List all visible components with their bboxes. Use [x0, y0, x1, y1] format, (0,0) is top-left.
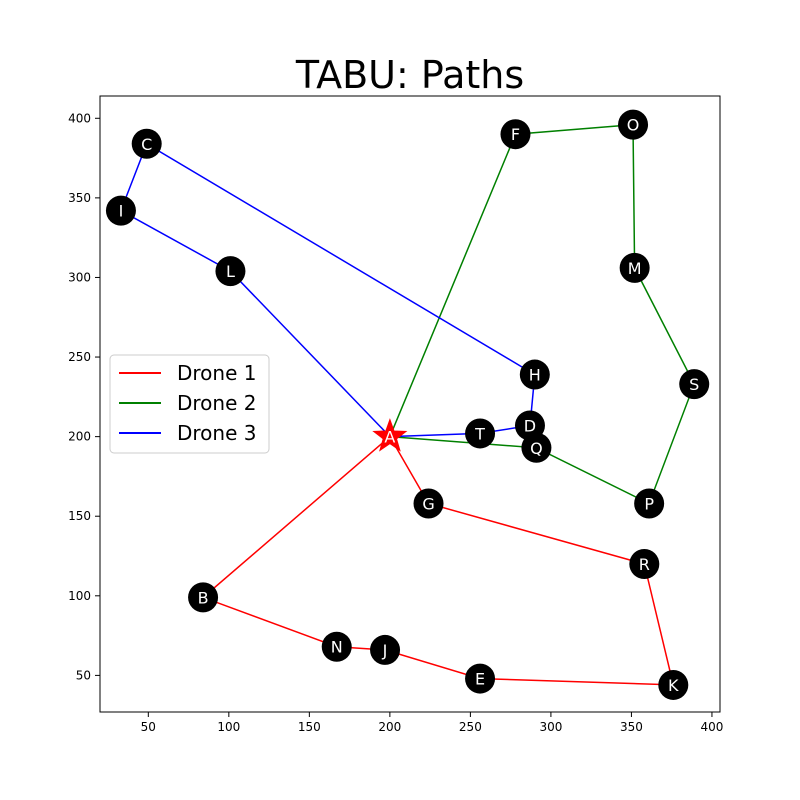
- node-label-d: D: [524, 416, 536, 435]
- y-tick-label: 250: [68, 350, 91, 364]
- node-marker-t: [465, 418, 496, 449]
- x-tick-label: 100: [217, 720, 240, 734]
- y-tick-label: 300: [68, 270, 91, 284]
- legend-label-drone-2: Drone 2: [177, 391, 256, 415]
- node-marker-s: [679, 369, 710, 400]
- y-tick-label: 50: [76, 668, 91, 682]
- node-marker-p: [634, 488, 665, 519]
- node-marker-b: [188, 582, 219, 613]
- node-marker-f: [500, 119, 531, 150]
- node-label-h: H: [529, 366, 541, 385]
- node-marker-c: [131, 128, 162, 159]
- legend-box: [109, 354, 270, 454]
- node-marker-n: [321, 631, 352, 662]
- node-marker-e: [465, 663, 496, 694]
- node-label-c: C: [141, 135, 152, 154]
- node-label-g: G: [422, 494, 434, 513]
- node-label-j: J: [382, 641, 388, 660]
- node-marker-g: [413, 488, 444, 519]
- node-label-b: B: [198, 588, 209, 607]
- depot-star-marker: [372, 418, 408, 452]
- route-line-drone-2: [389, 123, 696, 505]
- y-tick-label: 350: [68, 191, 91, 205]
- node-marker-q: [521, 432, 552, 463]
- x-tick-label: 50: [141, 720, 156, 734]
- y-tick-label: 150: [68, 509, 91, 523]
- node-label-r: R: [639, 555, 650, 574]
- node-marker-h: [519, 359, 550, 390]
- node-marker-j: [370, 634, 401, 665]
- node-label-k: K: [668, 676, 679, 695]
- route-nodes: B C D E F G H I J K L M N O P Q R S T A: [105, 109, 710, 700]
- chart-title: TABU: Paths: [295, 53, 524, 97]
- x-tick-label: 300: [539, 720, 562, 734]
- node-label-m: M: [628, 259, 642, 278]
- y-tick-label: 400: [68, 111, 91, 125]
- node-label-q: Q: [530, 439, 543, 458]
- node-label-a: A: [384, 428, 395, 447]
- node-marker-m: [619, 252, 650, 283]
- x-tick-label: 200: [378, 720, 401, 734]
- node-label-n: N: [331, 638, 343, 657]
- node-marker-r: [629, 548, 660, 579]
- node-label-t: T: [474, 424, 485, 443]
- node-label-o: O: [627, 116, 640, 135]
- legend-label-drone-3: Drone 3: [177, 421, 256, 445]
- node-marker-i: [105, 195, 136, 226]
- node-label-s: S: [689, 375, 699, 394]
- node-label-p: P: [644, 494, 654, 513]
- node-label-l: L: [226, 262, 235, 281]
- legend: Drone 1 Drone 2 Drone 3: [109, 354, 270, 454]
- x-tick-label: 400: [700, 720, 723, 734]
- x-tick-label: 250: [459, 720, 482, 734]
- node-label-f: F: [511, 125, 520, 144]
- y-tick-label: 100: [68, 589, 91, 603]
- legend-label-drone-1: Drone 1: [177, 361, 256, 385]
- axes: 50 100 150 200 250 300 350 400 50 100 150 200 250 300…: [68, 111, 723, 734]
- node-label-e: E: [475, 670, 485, 689]
- node-marker-o: [618, 109, 649, 140]
- node-label-i: I: [119, 202, 124, 221]
- x-tick-label: 350: [620, 720, 643, 734]
- y-tick-label: 200: [68, 430, 91, 444]
- node-marker-l: [215, 256, 246, 287]
- plot-frame: [99, 95, 721, 713]
- x-tick-label: 150: [298, 720, 321, 734]
- node-marker-k: [658, 669, 689, 700]
